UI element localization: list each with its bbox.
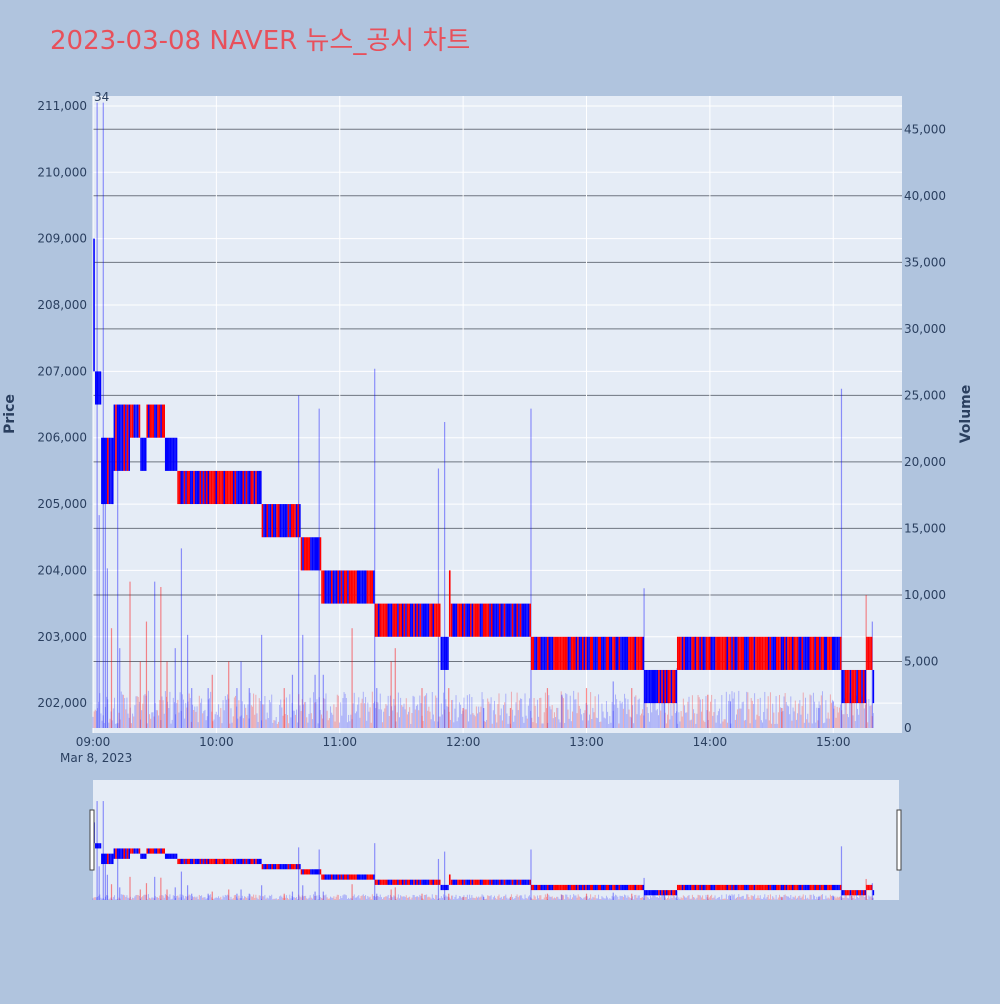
x-tick-label: 12:00: [446, 735, 481, 749]
rangeslider-handle-left[interactable]: [89, 809, 95, 871]
y2-tick-label: 10,000: [904, 588, 946, 602]
y-axis-title: Price: [2, 394, 18, 434]
y2-tick-label: 30,000: [904, 322, 946, 336]
x-tick-label: 11:00: [322, 735, 357, 749]
x-axis-ticks: 09:00 10:00 11:00 12:00 13:00 14:00 15:00: [76, 735, 851, 749]
y2-tick-label: 5,000: [904, 654, 938, 668]
y2-tick-label: 40,000: [904, 189, 946, 203]
price-candles: [93, 238, 875, 704]
y-axis-ticks: 202,000 203,000 204,000 205,000 206,000 207,0…: [37, 99, 87, 710]
y-tick-label: 202,000: [37, 696, 87, 710]
y-tick-label: 203,000: [37, 630, 87, 644]
y-tick-label: 208,000: [37, 298, 87, 312]
y2-tick-label: 15,000: [904, 521, 946, 535]
y-tick-label: 211,000: [37, 99, 87, 113]
volume-bars: [92, 102, 874, 728]
y2-tick-label: 45,000: [904, 122, 946, 136]
x-tick-label: 10:00: [199, 735, 234, 749]
chart-title: 2023-03-08 NAVER 뉴스_공시 차트: [50, 26, 470, 56]
x-tick-label: 09:00: [76, 735, 111, 749]
y-tick-label: 206,000: [37, 431, 87, 445]
x-tick-label: 15:00: [816, 735, 851, 749]
y-tick-label: 209,000: [37, 232, 87, 246]
x-tick-label: 14:00: [693, 735, 728, 749]
y2-tick-label: 25,000: [904, 388, 946, 402]
y-tick-label: 207,000: [37, 364, 87, 378]
y2-axis-ticks: 0 5,000 10,000 15,000 20,000 25,000 30,000 35,0…: [904, 122, 946, 735]
y-tick-label: 210,000: [37, 165, 87, 179]
y-tick-label: 204,000: [37, 563, 87, 577]
annotation-label: 34: [94, 90, 109, 104]
y2-tick-label: 35,000: [904, 255, 946, 269]
rangeslider-handle-right[interactable]: [896, 809, 902, 871]
y2-tick-label: 0: [904, 721, 912, 735]
date-label: Mar 8, 2023: [60, 751, 132, 765]
rangeslider-minichart: [92, 801, 875, 900]
y-tick-label: 205,000: [37, 497, 87, 511]
y2-axis-title: Volume: [958, 385, 974, 444]
x-tick-label: 13:00: [569, 735, 604, 749]
y2-tick-label: 20,000: [904, 455, 946, 469]
